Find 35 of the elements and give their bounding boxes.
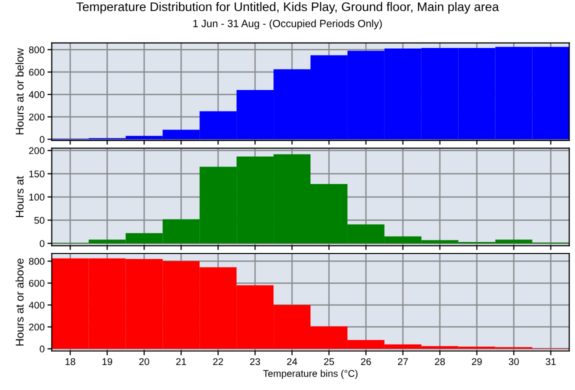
x-tick-label: 29 — [472, 358, 482, 366]
y-tick-label: 600 — [29, 68, 44, 76]
y-axis-title: Hours at — [16, 176, 24, 218]
y-tick-label: 400 — [28, 302, 44, 309]
y-tick-label: 0 — [40, 136, 44, 143]
y-tick-label: 200 — [29, 114, 44, 120]
y-tick-label: 800 — [29, 258, 44, 265]
y-tick-label: 50 — [34, 216, 44, 224]
x-tick-label: 26 — [361, 358, 371, 366]
y-tick-label: 100 — [29, 194, 44, 201]
x-tick-label: 30 — [508, 358, 519, 366]
x-tick-label: 21 — [176, 358, 186, 365]
y-tick-label: 200 — [29, 147, 44, 154]
y-tick-label: 150 — [29, 170, 44, 178]
y-axis-title: Hours at or above — [15, 258, 24, 346]
x-tick-label: 28 — [434, 358, 445, 366]
x-tick-label: 18 — [66, 358, 76, 366]
y-axis-title: Hours at or below — [15, 48, 24, 134]
y-tick-label: 0 — [40, 240, 44, 247]
x-tick-label: 24 — [287, 358, 298, 365]
x-tick-label: 23 — [250, 358, 260, 366]
x-tick-label: 22 — [213, 358, 224, 365]
chart-subtitle: 1 Jun - 31 Aug - (Occupied Periods Only) — [193, 20, 382, 30]
chart-title: Temperature Distribution for Untitled, Kids Play, Ground floor, Main play area — [76, 2, 499, 14]
y-tick-label: 400 — [28, 91, 44, 98]
x-tick-label: 25 — [324, 358, 334, 366]
y-tick-label: 0 — [40, 346, 44, 352]
x-axis-title: Temperature bins (°C) — [263, 370, 358, 379]
y-tick-label: 200 — [29, 324, 44, 331]
y-tick-label: 800 — [29, 46, 44, 54]
x-tick-label: 20 — [139, 358, 150, 366]
x-tick-label: 27 — [398, 358, 408, 365]
x-tick-label: 31 — [546, 358, 556, 366]
y-tick-label: 600 — [29, 280, 44, 287]
x-tick-label: 19 — [102, 358, 112, 366]
